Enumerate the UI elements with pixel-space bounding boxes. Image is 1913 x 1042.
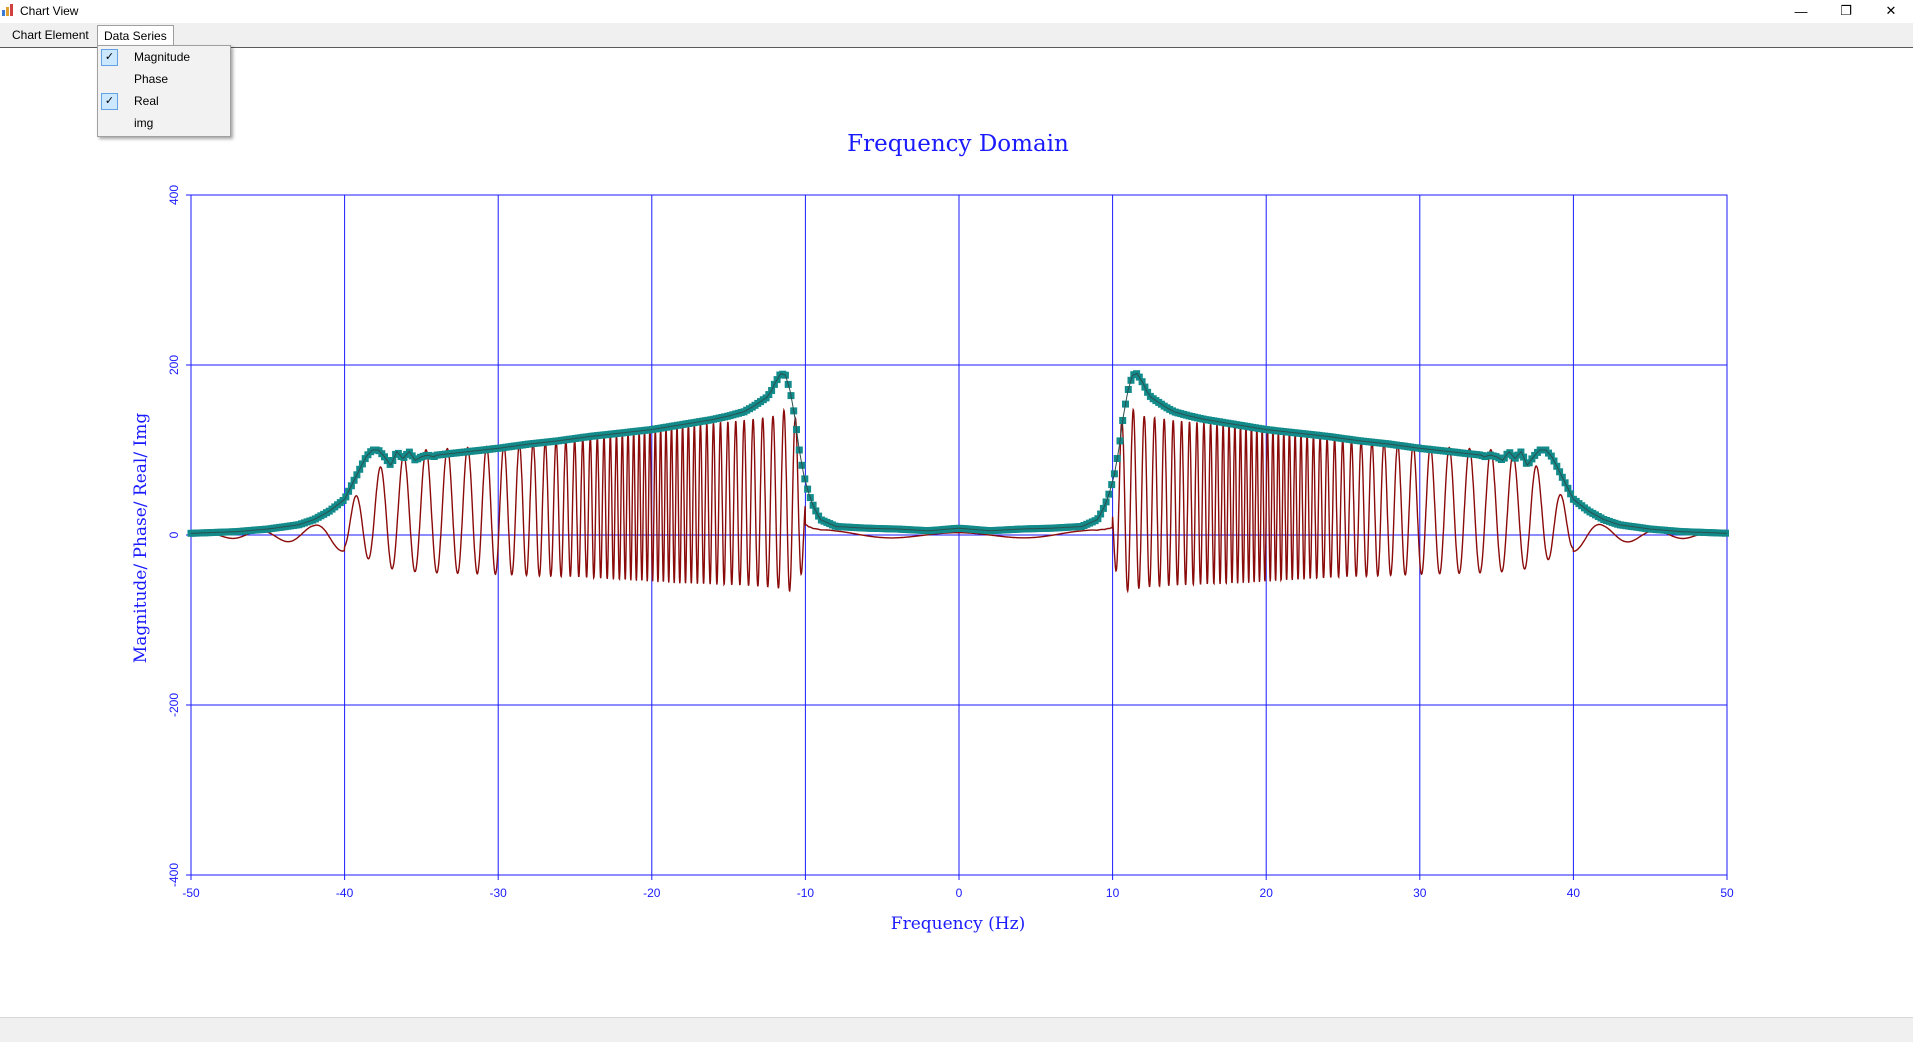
- check-icon: ✓: [101, 49, 118, 66]
- minimize-button[interactable]: —: [1779, 0, 1823, 22]
- y-tick-label: 400: [167, 185, 181, 205]
- dropdown-item-label: img: [134, 116, 154, 130]
- y-tick-label: -400: [167, 863, 181, 887]
- chart-tick-labels: -50 -40 -30 -20 -10 0 10 20 30 40 50 -400 -200 0 200 40…: [167, 185, 1734, 900]
- y-tick-label: 200: [167, 355, 181, 375]
- series-magnitude-line: [190, 372, 1728, 534]
- status-bar: [0, 1017, 1913, 1042]
- frequency-domain-chart: Frequency Domain -50 -40 -30 -20 -10 0 10 20 30 4…: [131, 131, 1734, 934]
- dropdown-item-real[interactable]: ✓ Real: [98, 91, 230, 113]
- menu-data-series[interactable]: Data Series: [97, 25, 174, 46]
- x-tick-label: 10: [1106, 886, 1120, 900]
- dropdown-item-label: Real: [134, 94, 159, 108]
- x-tick-label: 0: [956, 886, 963, 900]
- window-title: Chart View: [20, 4, 79, 18]
- x-tick-label: -40: [336, 886, 354, 900]
- menu-bar: Chart Element Data Series: [0, 23, 1913, 48]
- x-tick-label: -20: [643, 886, 661, 900]
- x-tick-label: 30: [1413, 886, 1427, 900]
- dropdown-item-label: Phase: [134, 72, 169, 86]
- close-icon: ✕: [1885, 3, 1897, 18]
- dropdown-item-magnitude[interactable]: ✓ Magnitude: [98, 47, 230, 69]
- x-tick-label: -50: [182, 886, 200, 900]
- menu-chart-element[interactable]: Chart Element: [12, 28, 89, 42]
- x-tick-label: 20: [1260, 886, 1274, 900]
- restore-icon: ❐: [1840, 3, 1852, 18]
- chart-title: Frequency Domain: [847, 131, 1069, 157]
- title-bar: Chart View — ❐ ✕: [0, 0, 1913, 22]
- x-tick-label: -30: [490, 886, 508, 900]
- dropdown-item-phase[interactable]: Phase: [98, 69, 230, 91]
- x-axis-label: Frequency (Hz): [891, 914, 1025, 934]
- x-tick-label: -10: [797, 886, 815, 900]
- y-axis-label: Magnitude/ Phase/ Real/ Img: [131, 413, 151, 664]
- close-button[interactable]: ✕: [1869, 0, 1913, 22]
- y-tick-label: -200: [167, 693, 181, 717]
- minimize-icon: —: [1794, 3, 1808, 19]
- data-series-dropdown: ✓ Magnitude Phase ✓ Real img: [97, 45, 231, 137]
- check-icon: ✓: [101, 93, 118, 110]
- y-tick-label: 0: [167, 531, 181, 538]
- chart-grid: [186, 194, 1728, 880]
- chart-series: [187, 370, 1729, 594]
- x-tick-label: 40: [1567, 886, 1581, 900]
- restore-button[interactable]: ❐: [1824, 0, 1868, 22]
- dropdown-item-label: Magnitude: [134, 50, 191, 64]
- x-tick-label: 50: [1720, 886, 1734, 900]
- dropdown-item-img[interactable]: img: [98, 113, 230, 135]
- app-icon: [2, 4, 13, 16]
